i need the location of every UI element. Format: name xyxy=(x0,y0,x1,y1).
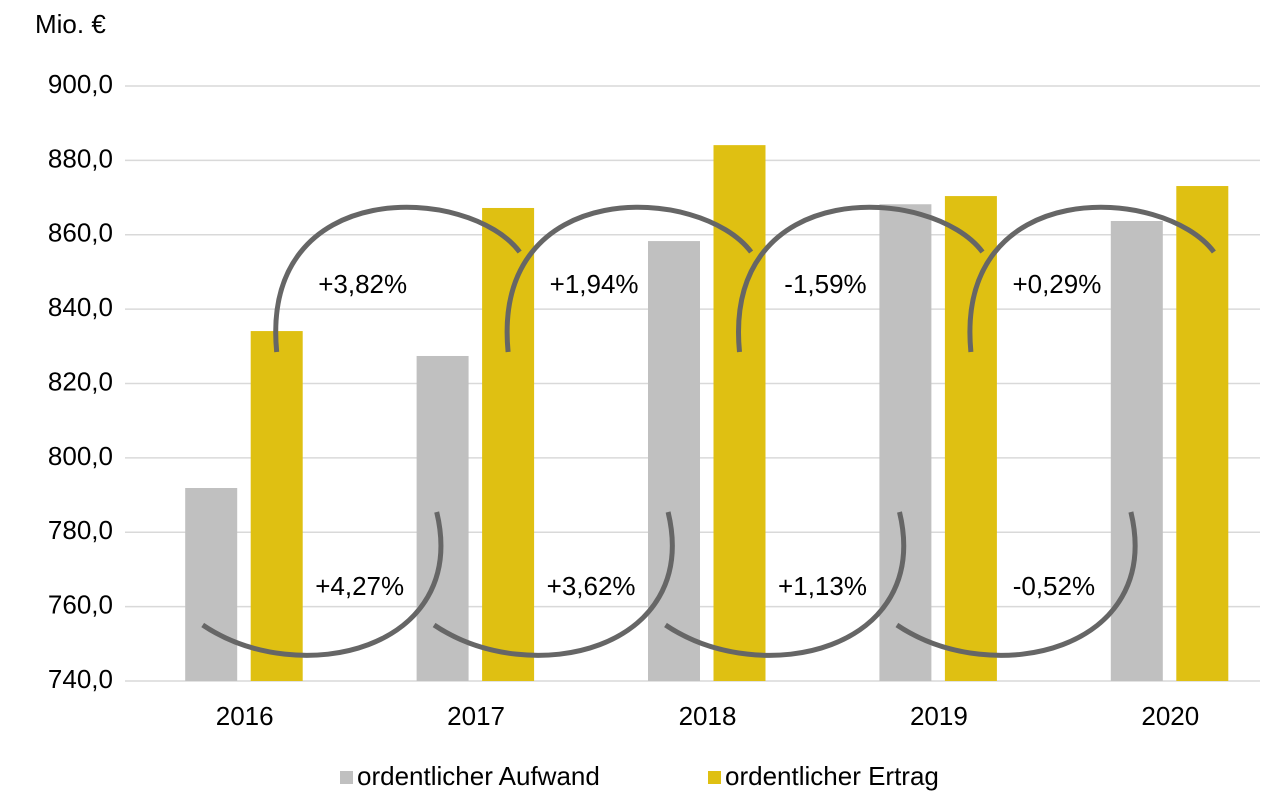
bar xyxy=(482,207,535,681)
x-tick-label: 2020 xyxy=(1141,701,1199,731)
legend-label: ordentlicher Ertrag xyxy=(725,761,939,791)
y-tick-label: 900,0 xyxy=(48,69,113,99)
y-tick-label: 760,0 xyxy=(48,590,113,620)
annotation: +1,13% xyxy=(778,571,867,601)
x-tick-label: 2019 xyxy=(910,701,968,731)
annotation: +0,29% xyxy=(1012,269,1101,299)
x-tick-label: 2016 xyxy=(216,701,274,731)
legend-swatch xyxy=(340,771,353,784)
y-tick-label: 840,0 xyxy=(48,292,113,322)
growth-arc xyxy=(273,204,522,353)
bar xyxy=(1176,186,1229,682)
annotation: -1,59% xyxy=(784,269,866,299)
bar xyxy=(879,204,932,681)
annotation: +3,82% xyxy=(318,269,407,299)
growth-arc xyxy=(967,204,1216,353)
bar xyxy=(648,241,700,681)
annotation: +1,94% xyxy=(550,269,639,299)
x-tick-label: 2017 xyxy=(447,701,505,731)
growth-arc xyxy=(201,511,444,658)
legend-swatch xyxy=(708,771,721,784)
bar xyxy=(944,196,997,681)
growth-arc xyxy=(664,511,907,658)
y-tick-label: 820,0 xyxy=(48,366,113,396)
y-tick-label: 860,0 xyxy=(48,218,113,248)
annotation: -0,52% xyxy=(1013,571,1095,601)
growth-arc xyxy=(504,204,754,353)
y-tick-label: 800,0 xyxy=(48,441,113,471)
growth-arc xyxy=(895,511,1138,658)
bar xyxy=(250,331,303,681)
legend-label: ordentlicher Aufwand xyxy=(357,761,600,791)
y-tick-label: 740,0 xyxy=(48,664,113,694)
growth-arc xyxy=(432,511,675,658)
y-tick-label: 880,0 xyxy=(48,143,113,173)
annotation: +3,62% xyxy=(547,571,636,601)
y-tick-label: 780,0 xyxy=(48,515,113,545)
bar xyxy=(416,355,469,681)
y-axis-label: Mio. € xyxy=(35,9,106,39)
bar xyxy=(1110,220,1163,681)
bar xyxy=(185,487,238,681)
bar xyxy=(713,145,766,682)
x-tick-label: 2018 xyxy=(679,701,737,731)
growth-arc xyxy=(736,204,985,353)
annotation: +4,27% xyxy=(315,571,404,601)
